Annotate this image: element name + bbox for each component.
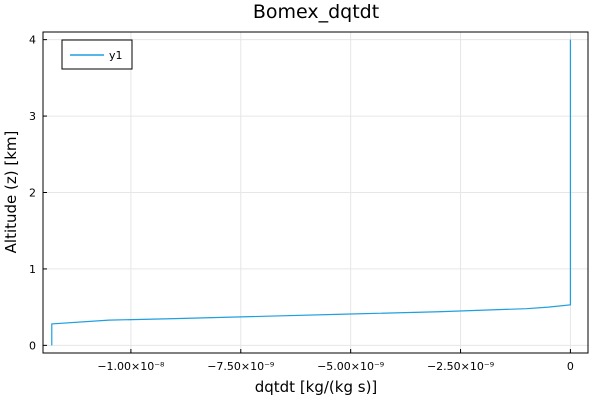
y-tick-label: 1: [29, 263, 36, 276]
chart-title: Bomex_dqtdt: [253, 1, 379, 23]
x-axis-label: dqtdt [kg/(kg s)]: [255, 378, 378, 396]
x-axis: −1.00×10⁻⁸ −7.50×10⁻⁹ −5.00×10⁻⁹ −2.50×10⁻⁹…: [97, 349, 574, 373]
y-tick-label: 2: [29, 187, 36, 200]
legend-label: y1: [109, 49, 123, 62]
y-tick-label: 4: [29, 34, 36, 47]
plot-area: [51, 39, 572, 346]
x-tick-label: −7.50×10⁻⁹: [207, 360, 274, 373]
y-axis-label: Altitude (z) [km]: [2, 131, 20, 254]
x-tick-label: −5.00×10⁻⁹: [317, 360, 384, 373]
series-line-y1: [51, 39, 572, 346]
x-tick-label: −2.50×10⁻⁹: [427, 360, 494, 373]
grid: [43, 32, 588, 353]
legend: y1: [61, 39, 133, 70]
x-tick-label: 0: [567, 360, 574, 373]
y-tick-label: 3: [29, 110, 36, 123]
y-tick-label: 0: [29, 339, 36, 352]
y-axis: 0 1 2 3 4: [29, 34, 47, 352]
x-tick-label: −1.00×10⁻⁸: [97, 360, 165, 373]
